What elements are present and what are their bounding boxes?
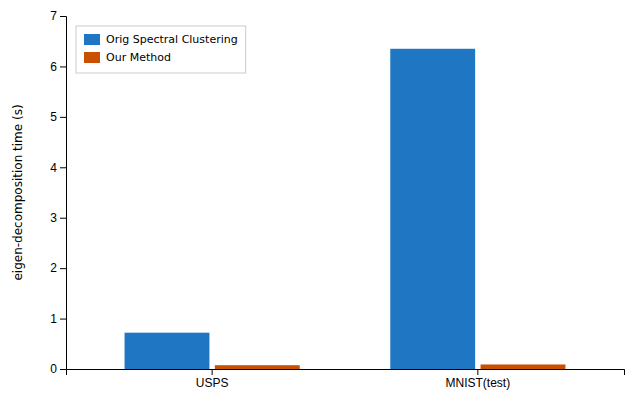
y-tick: 6 bbox=[50, 60, 66, 74]
y-tick-mark bbox=[60, 167, 66, 168]
y-tick-label: 5 bbox=[50, 110, 57, 124]
bar bbox=[125, 333, 210, 369]
x-tick-label: USPS bbox=[196, 376, 229, 390]
x-axis-line bbox=[67, 370, 625, 376]
legend-box bbox=[76, 26, 246, 73]
y-tick: 4 bbox=[50, 161, 66, 175]
y-tick: 3 bbox=[50, 211, 66, 225]
y-tick-mark bbox=[60, 218, 66, 219]
y-tick-label: 4 bbox=[50, 161, 57, 175]
y-tick-label: 7 bbox=[50, 9, 57, 23]
y-tick-label: 6 bbox=[50, 60, 57, 74]
y-tick: 0 bbox=[50, 362, 66, 376]
y-tick-label: 1 bbox=[50, 312, 57, 326]
y-tick: 7 bbox=[50, 9, 66, 23]
y-tick: 2 bbox=[50, 261, 66, 275]
legend-swatch bbox=[84, 34, 100, 45]
y-tick: 5 bbox=[50, 110, 66, 124]
y-axis-title: eigen-decomposition time (s) bbox=[11, 104, 25, 280]
y-tick-label: 2 bbox=[50, 261, 57, 275]
legend-item: Orig Spectral Clustering bbox=[84, 33, 238, 46]
plot: 0 1 2 3 4 5 6 7 USPS MNIST(test) Orig Spectral Clu… bbox=[50, 9, 624, 389]
legend-label: Our Method bbox=[106, 51, 171, 64]
legend-label: Orig Spectral Clustering bbox=[106, 33, 238, 46]
x-tick: USPS bbox=[196, 369, 229, 390]
x-tick-mark bbox=[212, 369, 213, 375]
y-tick-mark bbox=[60, 117, 66, 118]
y-tick: 1 bbox=[50, 312, 66, 326]
legend-item: Our Method bbox=[84, 51, 171, 64]
x-tick: MNIST(test) bbox=[446, 369, 511, 390]
y-tick-mark bbox=[60, 66, 66, 67]
bar bbox=[481, 364, 566, 369]
bar bbox=[390, 49, 475, 369]
bars bbox=[125, 49, 566, 369]
bar bbox=[215, 365, 300, 369]
chart: 0 1 2 3 4 5 6 7 USPS MNIST(test) Orig Spectral Clu… bbox=[0, 0, 640, 409]
x-axis: USPS MNIST(test) bbox=[67, 369, 625, 390]
y-tick-mark bbox=[60, 16, 66, 17]
y-axis-line bbox=[60, 17, 67, 370]
y-tick-mark bbox=[60, 319, 66, 320]
x-tick-mark bbox=[477, 369, 478, 375]
x-tick-label: MNIST(test) bbox=[446, 376, 511, 390]
y-tick-mark bbox=[60, 268, 66, 269]
y-tick-label: 0 bbox=[50, 362, 57, 376]
y-tick-label: 3 bbox=[50, 211, 57, 225]
y-tick-mark bbox=[60, 369, 66, 370]
legend: Orig Spectral Clustering Our Method bbox=[76, 26, 246, 73]
y-axis: 0 1 2 3 4 5 6 7 bbox=[50, 9, 66, 376]
legend-swatch bbox=[84, 52, 100, 63]
